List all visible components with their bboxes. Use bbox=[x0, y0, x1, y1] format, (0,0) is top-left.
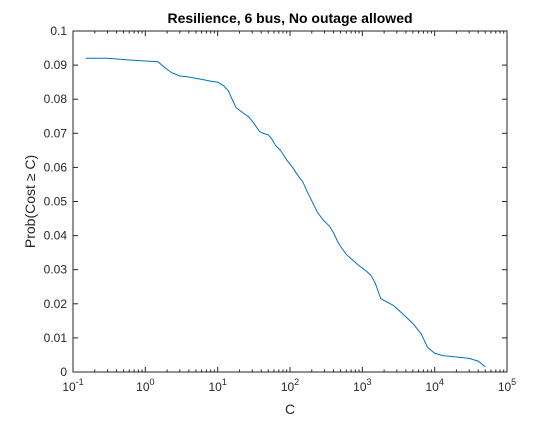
series-layer bbox=[85, 57, 486, 368]
x-tick-label: 10-1 bbox=[62, 377, 83, 394]
series-line-0 bbox=[85, 57, 486, 368]
y-tick-label: 0.07 bbox=[44, 126, 68, 140]
y-tick-label: 0.02 bbox=[44, 297, 68, 311]
x-tick-label: 103 bbox=[353, 377, 371, 394]
x-tick-label: 104 bbox=[425, 377, 443, 394]
y-tick-label: 0.01 bbox=[44, 331, 68, 345]
y-tick-label: 0.1 bbox=[50, 24, 67, 38]
y-tick-label: 0.09 bbox=[44, 58, 68, 72]
x-tick-label: 100 bbox=[136, 377, 154, 394]
x-tick-label: 101 bbox=[208, 377, 226, 394]
x-tick-label: 105 bbox=[498, 377, 516, 394]
x-tick-label: 102 bbox=[281, 377, 299, 394]
y-tick-label: 0.03 bbox=[44, 263, 68, 277]
plot-area bbox=[73, 31, 507, 372]
y-tick-label: 0.06 bbox=[44, 160, 68, 174]
y-tick-label: 0.08 bbox=[44, 92, 68, 106]
x-axis-label: C bbox=[285, 401, 295, 417]
y-tick-label: 0 bbox=[60, 365, 67, 379]
chart-title: Resilience, 6 bus, No outage allowed bbox=[167, 10, 412, 26]
y-tick-label: 0.04 bbox=[44, 229, 68, 243]
ticks-layer: 10-1 100 101 102 103 104 105 0 0.01 0.02 0.03 0.04 0… bbox=[44, 24, 517, 394]
y-tick-label: 0.05 bbox=[44, 195, 68, 209]
y-axis-label: Prob(Cost ≥ C) bbox=[22, 155, 38, 248]
